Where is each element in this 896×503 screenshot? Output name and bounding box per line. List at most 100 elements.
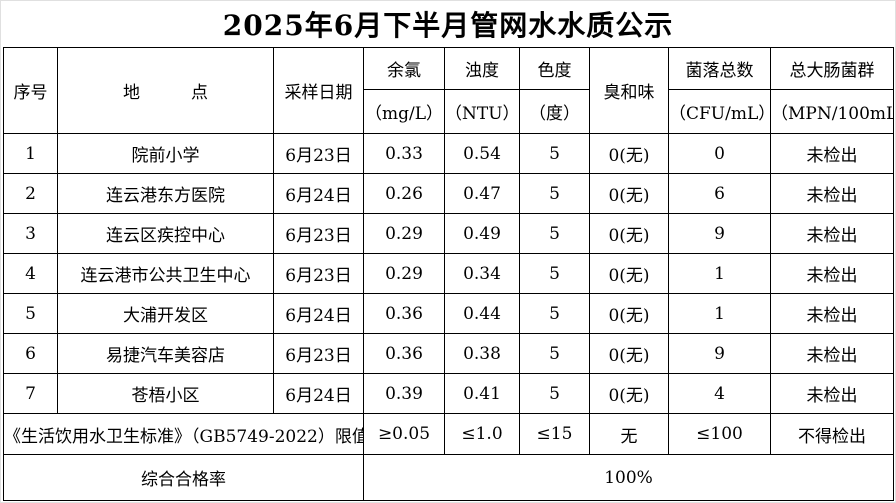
cell-chroma: 5	[519, 133, 590, 174]
cell-odor: 0(无)	[589, 253, 669, 294]
cell-chroma: 5	[519, 213, 590, 254]
cell-location: 连云区疾控中心	[57, 213, 274, 254]
cell-coliform: 未检出	[770, 293, 894, 334]
table-row: 2 连云港东方医院 6月24日 0.26 0.47 5 0(无) 6 未检出	[3, 173, 894, 214]
cell-turbidity: 0.44	[444, 293, 520, 334]
table-row: 3 连云区疾控中心 6月23日 0.29 0.49 5 0(无) 9 未检出	[3, 213, 894, 254]
page-title: 2025年6月下半月管网水水质公示	[222, 9, 674, 42]
cell-date: 6月23日	[273, 133, 364, 174]
cell-serial: 3	[3, 213, 58, 254]
cell-turbidity: 0.34	[444, 253, 520, 294]
cell-location: 连云港东方医院	[57, 173, 274, 214]
cell-date: 6月23日	[273, 333, 364, 374]
cell-bacteria: 1	[668, 293, 771, 334]
cell-chroma: 5	[519, 333, 590, 374]
limit-odor: 无	[589, 413, 669, 455]
cell-chroma: 5	[519, 293, 590, 334]
cell-chlorine: 0.26	[363, 173, 445, 214]
cell-turbidity: 0.54	[444, 133, 520, 174]
cell-serial: 2	[3, 173, 58, 214]
header-serial: 序号	[3, 47, 58, 134]
cell-coliform: 未检出	[770, 333, 894, 374]
cell-chlorine: 0.29	[363, 253, 445, 294]
cell-date: 6月23日	[273, 253, 364, 294]
cell-date: 6月23日	[273, 213, 364, 254]
cell-date: 6月24日	[273, 173, 364, 214]
cell-chlorine: 0.36	[363, 293, 445, 334]
cell-location: 院前小学	[57, 133, 274, 174]
table-row: 1 院前小学 6月23日 0.33 0.54 5 0(无) 0 未检出	[3, 133, 894, 174]
limit-turbidity: ≤1.0	[444, 413, 520, 455]
cell-chroma: 5	[519, 373, 590, 414]
header-turbidity-unit: （NTU）	[444, 89, 520, 134]
limit-coliform: 不得检出	[770, 413, 894, 455]
header-odor: 臭和味	[589, 47, 669, 134]
cell-chlorine: 0.33	[363, 133, 445, 174]
header-row-names: 序号 地 点 采样日期 余氯 浊度 色度 臭和味 菌落总数 总大肠菌群	[3, 47, 894, 134]
cell-odor: 0(无)	[589, 133, 669, 174]
header-chroma: 色度	[519, 47, 590, 90]
limit-label: 《生活饮用水卫生标准》（GB5749-2022）限值	[3, 413, 364, 455]
cell-bacteria: 9	[668, 333, 771, 374]
limit-bacteria: ≤100	[668, 413, 771, 455]
cell-serial: 6	[3, 333, 58, 374]
water-quality-table: 序号 地 点 采样日期 余氯 浊度 色度 臭和味 菌落总数 总大肠菌群 （mg/…	[3, 47, 894, 501]
header-bacteria-unit: （CFU/mL）	[668, 89, 771, 134]
cell-odor: 0(无)	[589, 333, 669, 374]
cell-turbidity: 0.38	[444, 333, 520, 374]
cell-odor: 0(无)	[589, 213, 669, 254]
header-row-units: （mg/L） （NTU） （度） （CFU/mL） （MPN/100mL）	[4, 89, 894, 134]
header-coliform: 总大肠菌群	[770, 47, 894, 90]
cell-bacteria: 9	[668, 213, 771, 254]
cell-chlorine: 0.39	[363, 373, 445, 414]
cell-bacteria: 1	[668, 253, 771, 294]
cell-location: 连云港市公共卫生中心	[57, 253, 274, 294]
header-location: 地 点	[57, 47, 274, 134]
limit-chroma: ≤15	[519, 413, 590, 455]
cell-chlorine: 0.36	[363, 333, 445, 374]
cell-chroma: 5	[519, 173, 590, 214]
cell-serial: 7	[3, 373, 58, 414]
cell-location: 大浦开发区	[57, 293, 274, 334]
cell-coliform: 未检出	[770, 133, 894, 174]
cell-location: 苍梧小区	[57, 373, 274, 414]
header-chlorine: 余氯	[363, 47, 445, 90]
header-chlorine-unit: （mg/L）	[363, 89, 445, 134]
cell-chlorine: 0.29	[363, 213, 445, 254]
cell-serial: 4	[3, 253, 58, 294]
cell-location: 易捷汽车美容店	[57, 333, 274, 374]
table-row: 4 连云港市公共卫生中心 6月23日 0.29 0.34 5 0(无) 1 未检…	[3, 253, 894, 294]
limit-row: 《生活饮用水卫生标准》（GB5749-2022）限值 ≥0.05 ≤1.0 ≤1…	[3, 413, 894, 455]
cell-turbidity: 0.41	[444, 373, 520, 414]
header-coliform-unit: （MPN/100mL）	[770, 89, 894, 134]
pass-rate-value: 100%	[363, 454, 894, 501]
table-row: 5 大浦开发区 6月24日 0.36 0.44 5 0(无) 1 未检出	[3, 293, 894, 334]
cell-coliform: 未检出	[770, 373, 894, 414]
cell-bacteria: 4	[668, 373, 771, 414]
table-row: 6 易捷汽车美容店 6月23日 0.36 0.38 5 0(无) 9 未检出	[3, 333, 894, 374]
cell-turbidity: 0.49	[444, 213, 520, 254]
cell-odor: 0(无)	[589, 373, 669, 414]
header-sample-date: 采样日期	[273, 47, 364, 134]
header-bacteria: 菌落总数	[668, 47, 771, 90]
cell-odor: 0(无)	[589, 293, 669, 334]
cell-bacteria: 0	[668, 133, 771, 174]
cell-coliform: 未检出	[770, 213, 894, 254]
table-row: 7 苍梧小区 6月24日 0.39 0.41 5 0(无) 4 未检出	[3, 373, 894, 414]
cell-chroma: 5	[519, 253, 590, 294]
cell-coliform: 未检出	[770, 173, 894, 214]
cell-turbidity: 0.47	[444, 173, 520, 214]
pass-rate-label: 综合合格率	[3, 454, 364, 501]
cell-serial: 5	[3, 293, 58, 334]
cell-odor: 0(无)	[589, 173, 669, 214]
cell-serial: 1	[3, 133, 58, 174]
limit-chlorine: ≥0.05	[363, 413, 445, 455]
header-chroma-unit: （度）	[519, 89, 590, 134]
cell-date: 6月24日	[273, 373, 364, 414]
header-turbidity: 浊度	[444, 47, 520, 90]
cell-bacteria: 6	[668, 173, 771, 214]
cell-coliform: 未检出	[770, 253, 894, 294]
cell-date: 6月24日	[273, 293, 364, 334]
pass-rate-row: 综合合格率 100%	[3, 454, 894, 501]
